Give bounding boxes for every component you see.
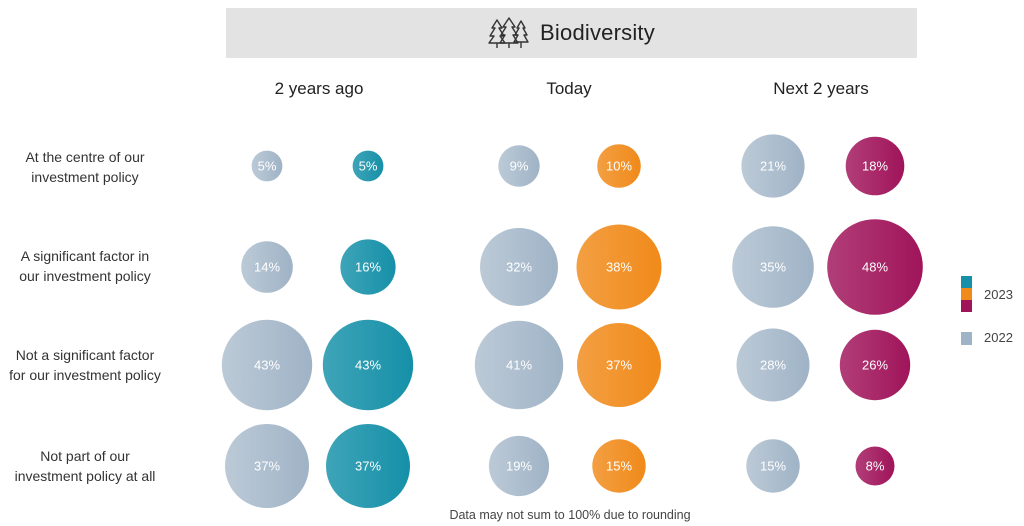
bubble-2022-not-significant-2-years-ago xyxy=(221,319,313,411)
bubble-2023-centre-today xyxy=(597,144,641,188)
bubble-2022-centre-2-years-ago xyxy=(251,150,283,182)
bubble-2023-centre-2-years-ago xyxy=(352,150,384,182)
bubble-label-2022-centre-next-2-years: 21% xyxy=(760,159,786,174)
bubble-2023-not-part-2-years-ago xyxy=(326,424,410,508)
bubble-2023-significant-today xyxy=(576,224,662,310)
bubble-2022-centre-next-2-years xyxy=(741,134,805,198)
bubble-label-2023-not-part-next-2-years: 8% xyxy=(866,459,885,474)
legend-label-2023: 2023 xyxy=(984,287,1013,302)
row-label-not-part: Not part of our investment policy at all xyxy=(0,446,170,486)
row-label-line: Not part of our xyxy=(40,448,130,464)
bubble-label-2022-centre-2-years-ago: 5% xyxy=(258,159,277,174)
bubble-label-2022-not-part-2-years-ago: 37% xyxy=(254,459,280,474)
legend-swatch-2023-next-2-years xyxy=(961,300,972,312)
bubble-label-2022-not-part-next-2-years: 15% xyxy=(760,459,786,474)
bubble-2023-not-significant-next-2-years xyxy=(839,329,911,401)
bubble-label-2023-significant-today: 38% xyxy=(606,260,632,275)
row-label-line: At the centre of our xyxy=(25,149,145,165)
bubble-2022-significant-today xyxy=(480,228,558,306)
bubble-label-2022-centre-today: 9% xyxy=(510,159,529,174)
legend-swatch-2023-today xyxy=(961,288,972,300)
bubble-2023-centre-next-2-years xyxy=(845,136,905,196)
bubble-2022-not-significant-today xyxy=(474,320,564,410)
bubble-2022-not-significant-next-2-years xyxy=(736,328,810,402)
bubble-2023-significant-next-2-years xyxy=(827,219,923,315)
bubble-2023-not-part-today xyxy=(592,439,646,493)
column-header-2-years-ago: 2 years ago xyxy=(274,79,364,98)
column-header-today: Today xyxy=(546,79,592,98)
footnote: Data may not sum to 100% due to rounding xyxy=(449,508,691,522)
row-label-line: investment policy at all xyxy=(14,468,156,484)
column-header-next-2-years: Next 2 years xyxy=(773,79,869,98)
bubble-label-2023-not-significant-2-years-ago: 43% xyxy=(355,358,381,373)
legend-swatch-2022 xyxy=(961,332,972,345)
legend xyxy=(961,276,972,345)
bubble-2022-significant-2-years-ago xyxy=(241,241,293,293)
bubble-label-2023-centre-today: 10% xyxy=(606,159,632,174)
bubble-2022-not-part-2-years-ago xyxy=(225,424,309,508)
bubble-label-2022-significant-next-2-years: 35% xyxy=(760,260,786,275)
bubble-2022-significant-next-2-years xyxy=(732,226,814,308)
bubble-label-2022-not-significant-2-years-ago: 43% xyxy=(254,358,280,373)
chart-header: Biodiversity xyxy=(226,8,917,58)
chart-title: Biodiversity xyxy=(540,20,655,45)
row-label-significant: A significant factor in our investment p… xyxy=(0,246,170,286)
bubble-label-2023-not-significant-next-2-years: 26% xyxy=(862,358,888,373)
bubble-2023-significant-2-years-ago xyxy=(340,239,396,295)
bubble-label-2023-significant-next-2-years: 48% xyxy=(862,260,888,275)
legend-label-2022: 2022 xyxy=(984,330,1013,345)
legend-swatch-2023-2-years-ago xyxy=(961,276,972,288)
bubble-label-2022-not-significant-today: 41% xyxy=(506,358,532,373)
bubble-label-2022-not-part-today: 19% xyxy=(506,459,532,474)
bubble-label-2023-significant-2-years-ago: 16% xyxy=(355,260,381,275)
bubble-2022-not-part-next-2-years xyxy=(746,439,800,493)
bubble-label-2022-significant-2-years-ago: 14% xyxy=(254,260,280,275)
bubble-2023-not-significant-2-years-ago xyxy=(322,319,414,411)
row-label-line: investment policy xyxy=(31,169,139,185)
bubble-label-2023-not-significant-today: 37% xyxy=(606,358,632,373)
row-label-line: for our investment policy xyxy=(9,367,161,383)
bubble-2022-not-part-today xyxy=(488,435,550,497)
row-label-centre: At the centre of our investment policy xyxy=(0,147,170,187)
row-label-not-significant: Not a significant factor for our investm… xyxy=(0,345,170,385)
bubble-2023-not-part-next-2-years xyxy=(855,446,895,486)
bubble-2023-not-significant-today xyxy=(577,323,661,407)
row-label-line: our investment policy xyxy=(19,268,151,284)
bubble-2022-centre-today xyxy=(498,145,540,187)
trees-icon xyxy=(488,17,529,48)
bubble-label-2023-not-part-today: 15% xyxy=(606,459,632,474)
bubble-label-2023-centre-2-years-ago: 5% xyxy=(359,159,378,174)
row-label-line: Not a significant factor xyxy=(15,347,155,363)
bubble-label-2022-not-significant-next-2-years: 28% xyxy=(760,358,786,373)
bubble-label-2023-centre-next-2-years: 18% xyxy=(862,159,888,174)
bubble-label-2023-not-part-2-years-ago: 37% xyxy=(355,459,381,474)
row-label-line: A significant factor in xyxy=(20,248,150,264)
bubble-label-2022-significant-today: 32% xyxy=(506,260,532,275)
